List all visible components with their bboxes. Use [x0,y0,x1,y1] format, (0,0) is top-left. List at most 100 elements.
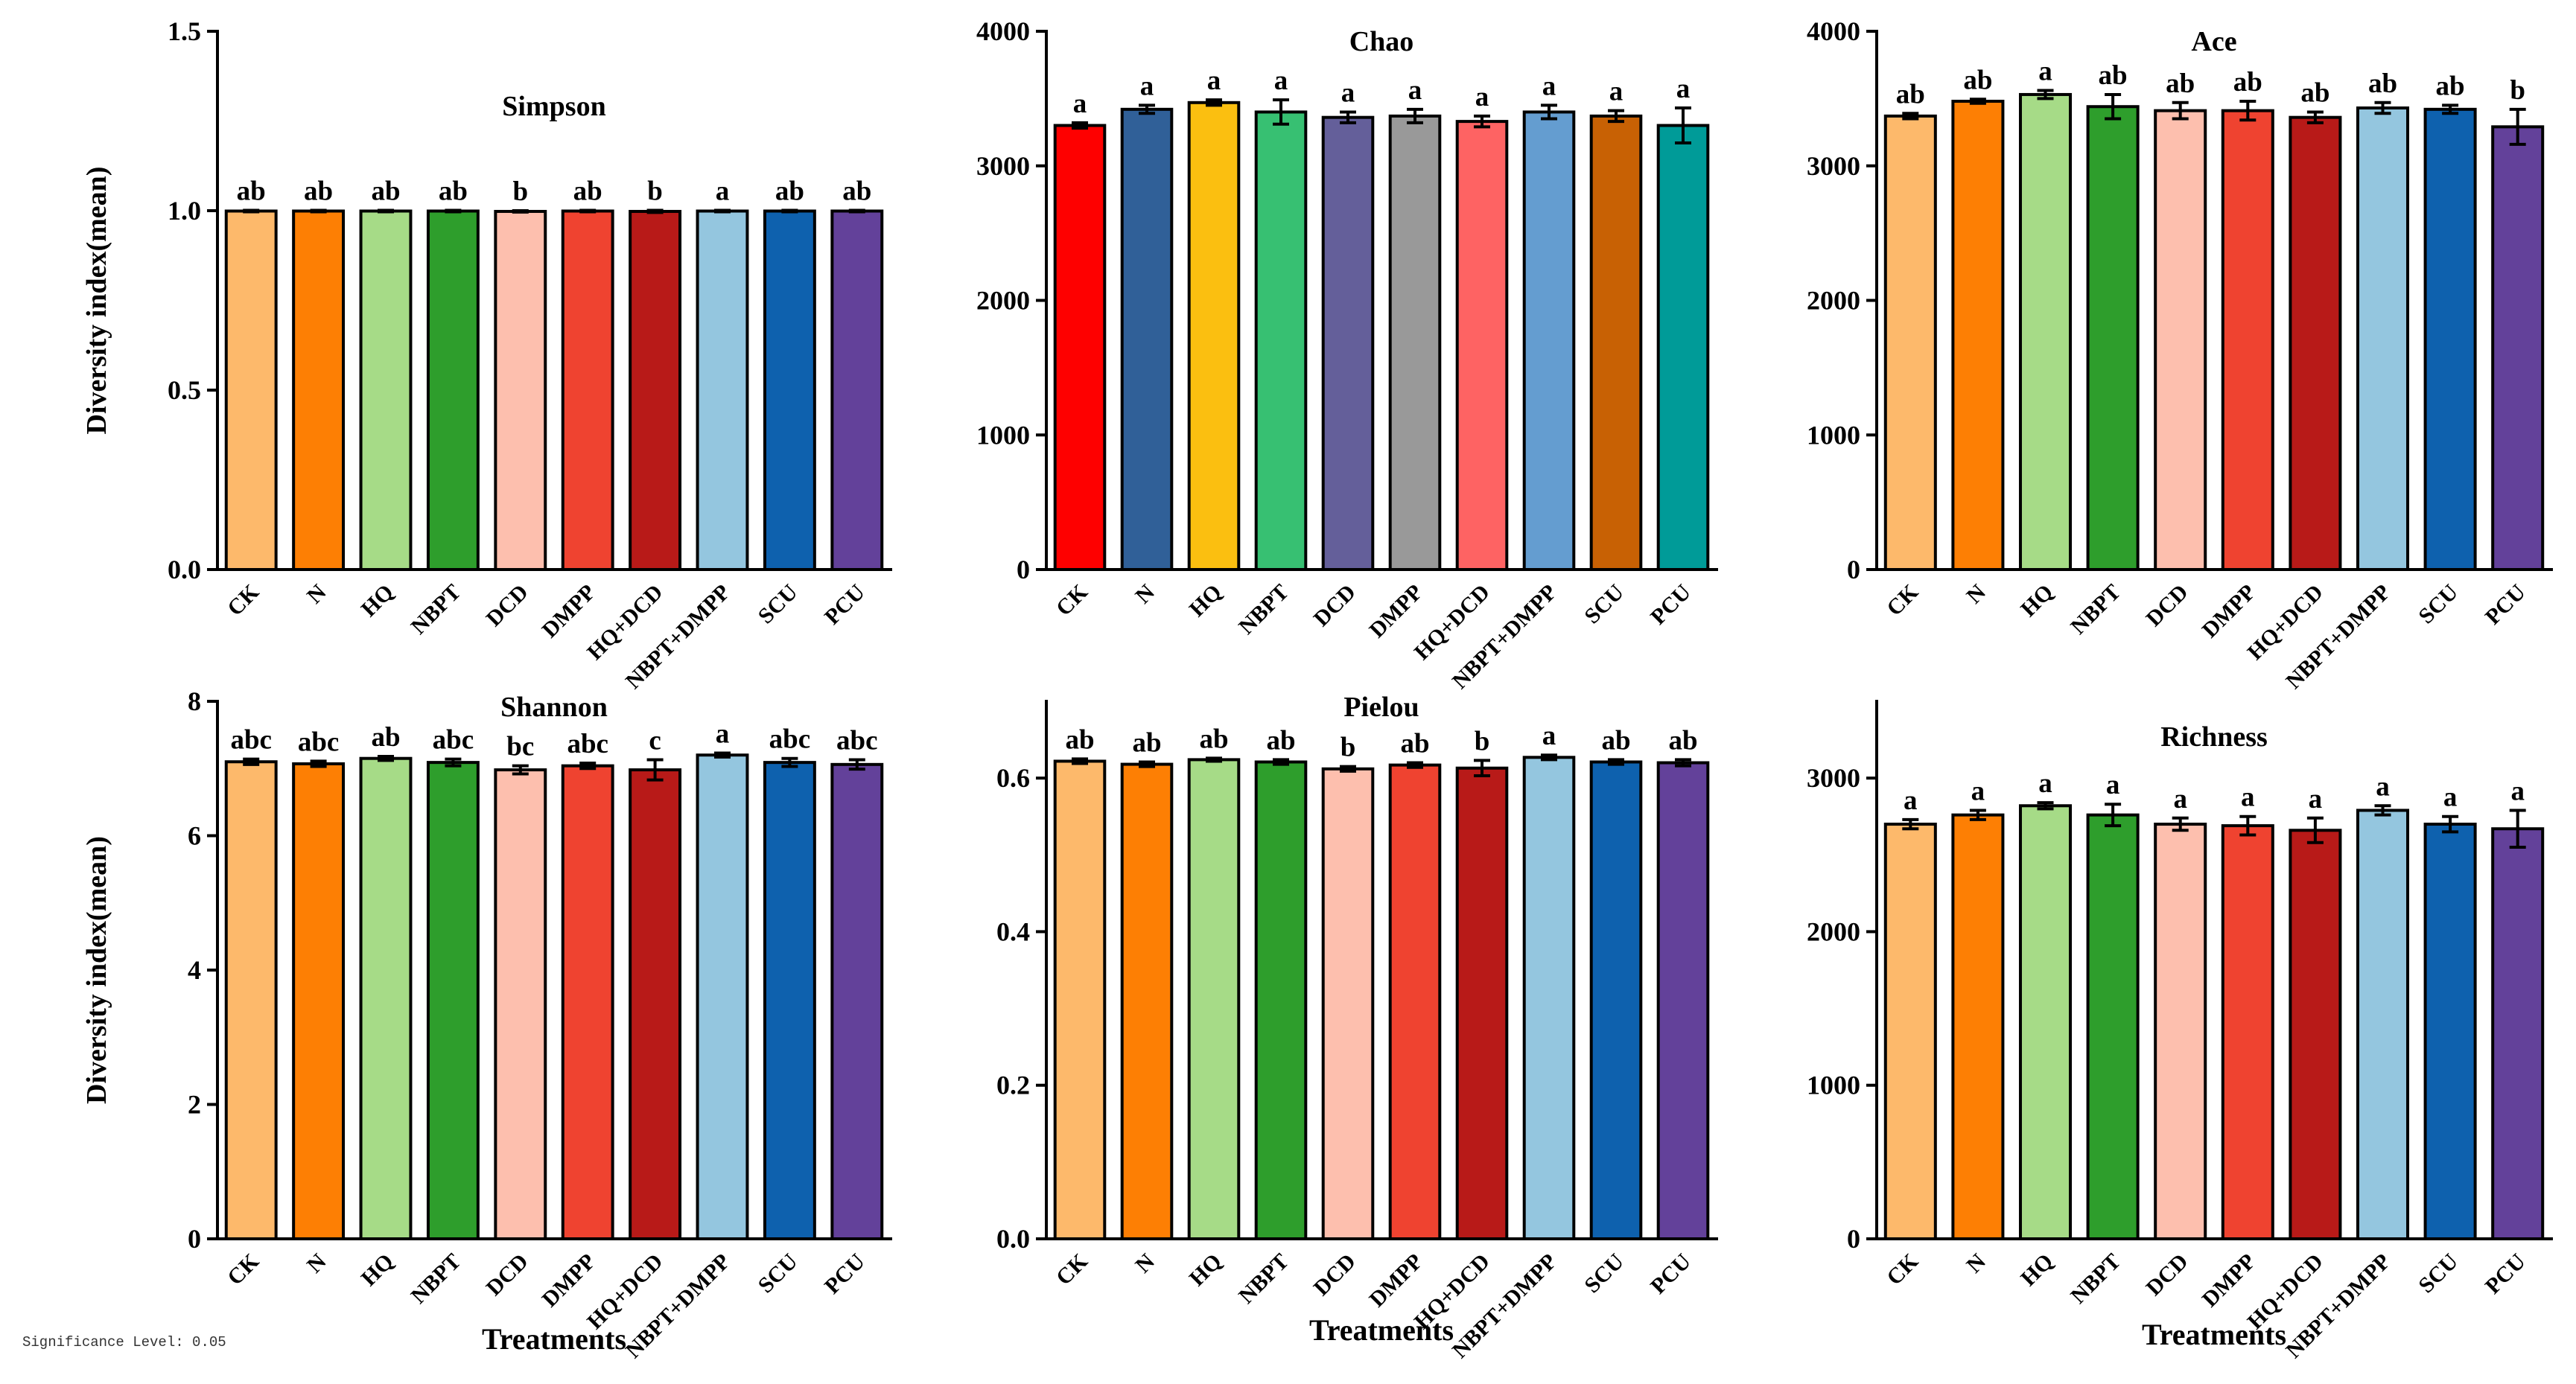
ace-error-bar-nbpt [2105,92,2122,121]
pielou-significance-n: ab [1132,727,1161,758]
ace-category-label-pcu: PCU [2481,580,2531,630]
shannon-significance-dcd: bc [506,732,534,762]
simpson-category-label-dcd: DCD [481,580,532,631]
richness-significance-hq-plus-dcd: a [2309,784,2323,814]
pielou-significance-scu: ab [1601,725,1630,756]
ace-error-bar-hq-plus-dcd [2306,110,2324,124]
shannon-category-label-pcu: PCU [820,1249,870,1299]
simpson-ytick-label: 1.5 [168,16,201,46]
chao-error-bar-hq-plus-dcd [1474,114,1490,129]
shannon-significance-nbpt: abc [433,725,474,756]
ace-ytick-label: 3000 [1807,151,1860,181]
simpson-significance-pcu: ab [842,176,871,207]
simpson-error-bar-nbpt-plus-dmpp [714,208,731,214]
pielou-category-label-nbpt: NBPT [1234,1249,1294,1309]
richness-bar-hq-plus-dcd [2289,829,2342,1240]
shannon-bar-hq-plus-dcd [629,768,682,1241]
shannon-significance-nbpt-plus-dmpp: a [716,718,730,749]
simpson-category-label-hq: HQ [357,580,398,622]
shannon-bar-scu [763,761,816,1240]
richness-error-bar-ck [1902,817,1919,831]
chart-simpson: abCKabNabHQabNBPTbDCDabDMPPbHQ+DCDaNBPT+… [81,16,892,694]
shannon-bar-n [292,762,346,1240]
chao-significance-hq: a [1207,66,1221,96]
pielou-error-bar-ck [1072,757,1088,765]
ace-bar-dcd [2154,109,2207,571]
ace-category-label-nbpt: NBPT [2066,580,2125,640]
ace-error-bar-pcu [2509,107,2526,146]
richness-significance-nbpt: a [2106,770,2120,800]
richness-error-bar-hq-plus-dcd [2306,816,2324,844]
chao-category-label-n: N [1130,579,1160,608]
ace-error-bar-dmpp [2239,99,2257,122]
simpson-significance-nbpt: ab [439,176,468,207]
richness-ytick-label: 2000 [1807,916,1860,946]
pielou-category-label-hq: HQ [1185,1249,1227,1291]
simpson-error-bar-ck [243,208,260,214]
simpson-bar-n [292,209,346,571]
shannon-category-label-ck: CK [223,1249,264,1290]
richness-bar-hq [2018,804,2073,1240]
pielou-category-label-ck: CK [1052,1249,1093,1290]
ace-category-label-ck: CK [1882,579,1924,621]
simpson-bar-scu [763,209,816,571]
chao-significance-ck: a [1073,89,1087,119]
richness-significance-scu: a [2443,782,2458,813]
ace-error-bar-scu [2442,103,2459,115]
ace-bar-nbpt [2086,105,2140,572]
simpson-bar-nbpt [426,209,480,571]
chao-ytick-label: 3000 [976,151,1030,181]
chao-ytick-label: 4000 [976,16,1030,46]
richness-bar-nbpt-plus-dmpp [2356,809,2410,1241]
richness-significance-hq: a [2038,768,2052,799]
shannon-significance-pcu: abc [836,726,878,756]
pielou-category-label-dcd: DCD [1309,1249,1361,1301]
chao-error-bar-nbpt-plus-dmpp [1541,103,1557,121]
chao-category-label-scu: SCU [1580,580,1629,629]
simpson-category-label-nbpt: NBPT [406,580,465,640]
shannon-bar-nbpt-plus-dmpp [696,753,749,1240]
shannon-error-bar-nbpt-plus-dmpp [714,751,731,759]
ace-category-label-scu: SCU [2414,580,2463,629]
richness-ytick-label: 3000 [1807,763,1860,793]
pielou-xlabel: Treatments [1309,1313,1454,1347]
richness-ytick-label: 0 [1847,1224,1860,1254]
chao-title: Chao [1349,26,1414,57]
ace-error-bar-dcd [2172,101,2189,121]
shannon-error-bar-nbpt [445,757,462,768]
simpson-error-bar-n [310,208,327,214]
pielou-error-bar-dcd [1340,765,1356,773]
richness-error-bar-dmpp [2239,814,2257,837]
pielou-significance-pcu: ab [1668,725,1697,756]
shannon-error-bar-hq [378,755,394,762]
richness-category-label-pcu: PCU [2481,1249,2531,1299]
pielou-error-bar-nbpt [1273,758,1289,766]
chao-bar-nbpt [1254,110,1308,571]
shannon-significance-hq-plus-dcd: c [649,726,661,756]
chao-bar-hq [1187,101,1241,572]
pielou-category-label-pcu: PCU [1646,1249,1696,1299]
shannon-bar-ck [224,760,278,1240]
richness-category-label-hq: HQ [2016,1249,2058,1291]
shannon-error-bar-scu [781,756,798,768]
pielou-error-bar-hq-plus-dcd [1474,759,1490,778]
pielou-bar-dmpp [1388,763,1442,1240]
shannon-ylabel: Diversity index(mean) [81,836,112,1104]
richness-category-label-n: N [1962,1249,1991,1278]
ace-significance-scu: ab [2436,71,2465,101]
pielou-error-bar-pcu [1675,758,1691,768]
chao-significance-dmpp: a [1408,75,1422,106]
pielou-ytick-label: 0.4 [996,916,1030,946]
chao-error-bar-pcu [1675,106,1691,145]
chao-error-bar-hq [1206,98,1222,107]
richness-significance-nbpt-plus-dmpp: a [2376,771,2390,802]
richness-category-label-nbpt: NBPT [2066,1249,2125,1309]
richness-error-bar-hq [2037,801,2054,811]
ace-bar-hq-plus-dcd [2289,115,2342,571]
simpson-significance-hq: ab [371,176,400,207]
ace-significance-n: ab [1963,65,1992,95]
pielou-bar-dcd [1321,767,1375,1241]
simpson-error-bar-nbpt [445,208,462,214]
shannon-ytick-label: 2 [188,1090,201,1120]
pielou-bar-hq [1187,758,1241,1240]
